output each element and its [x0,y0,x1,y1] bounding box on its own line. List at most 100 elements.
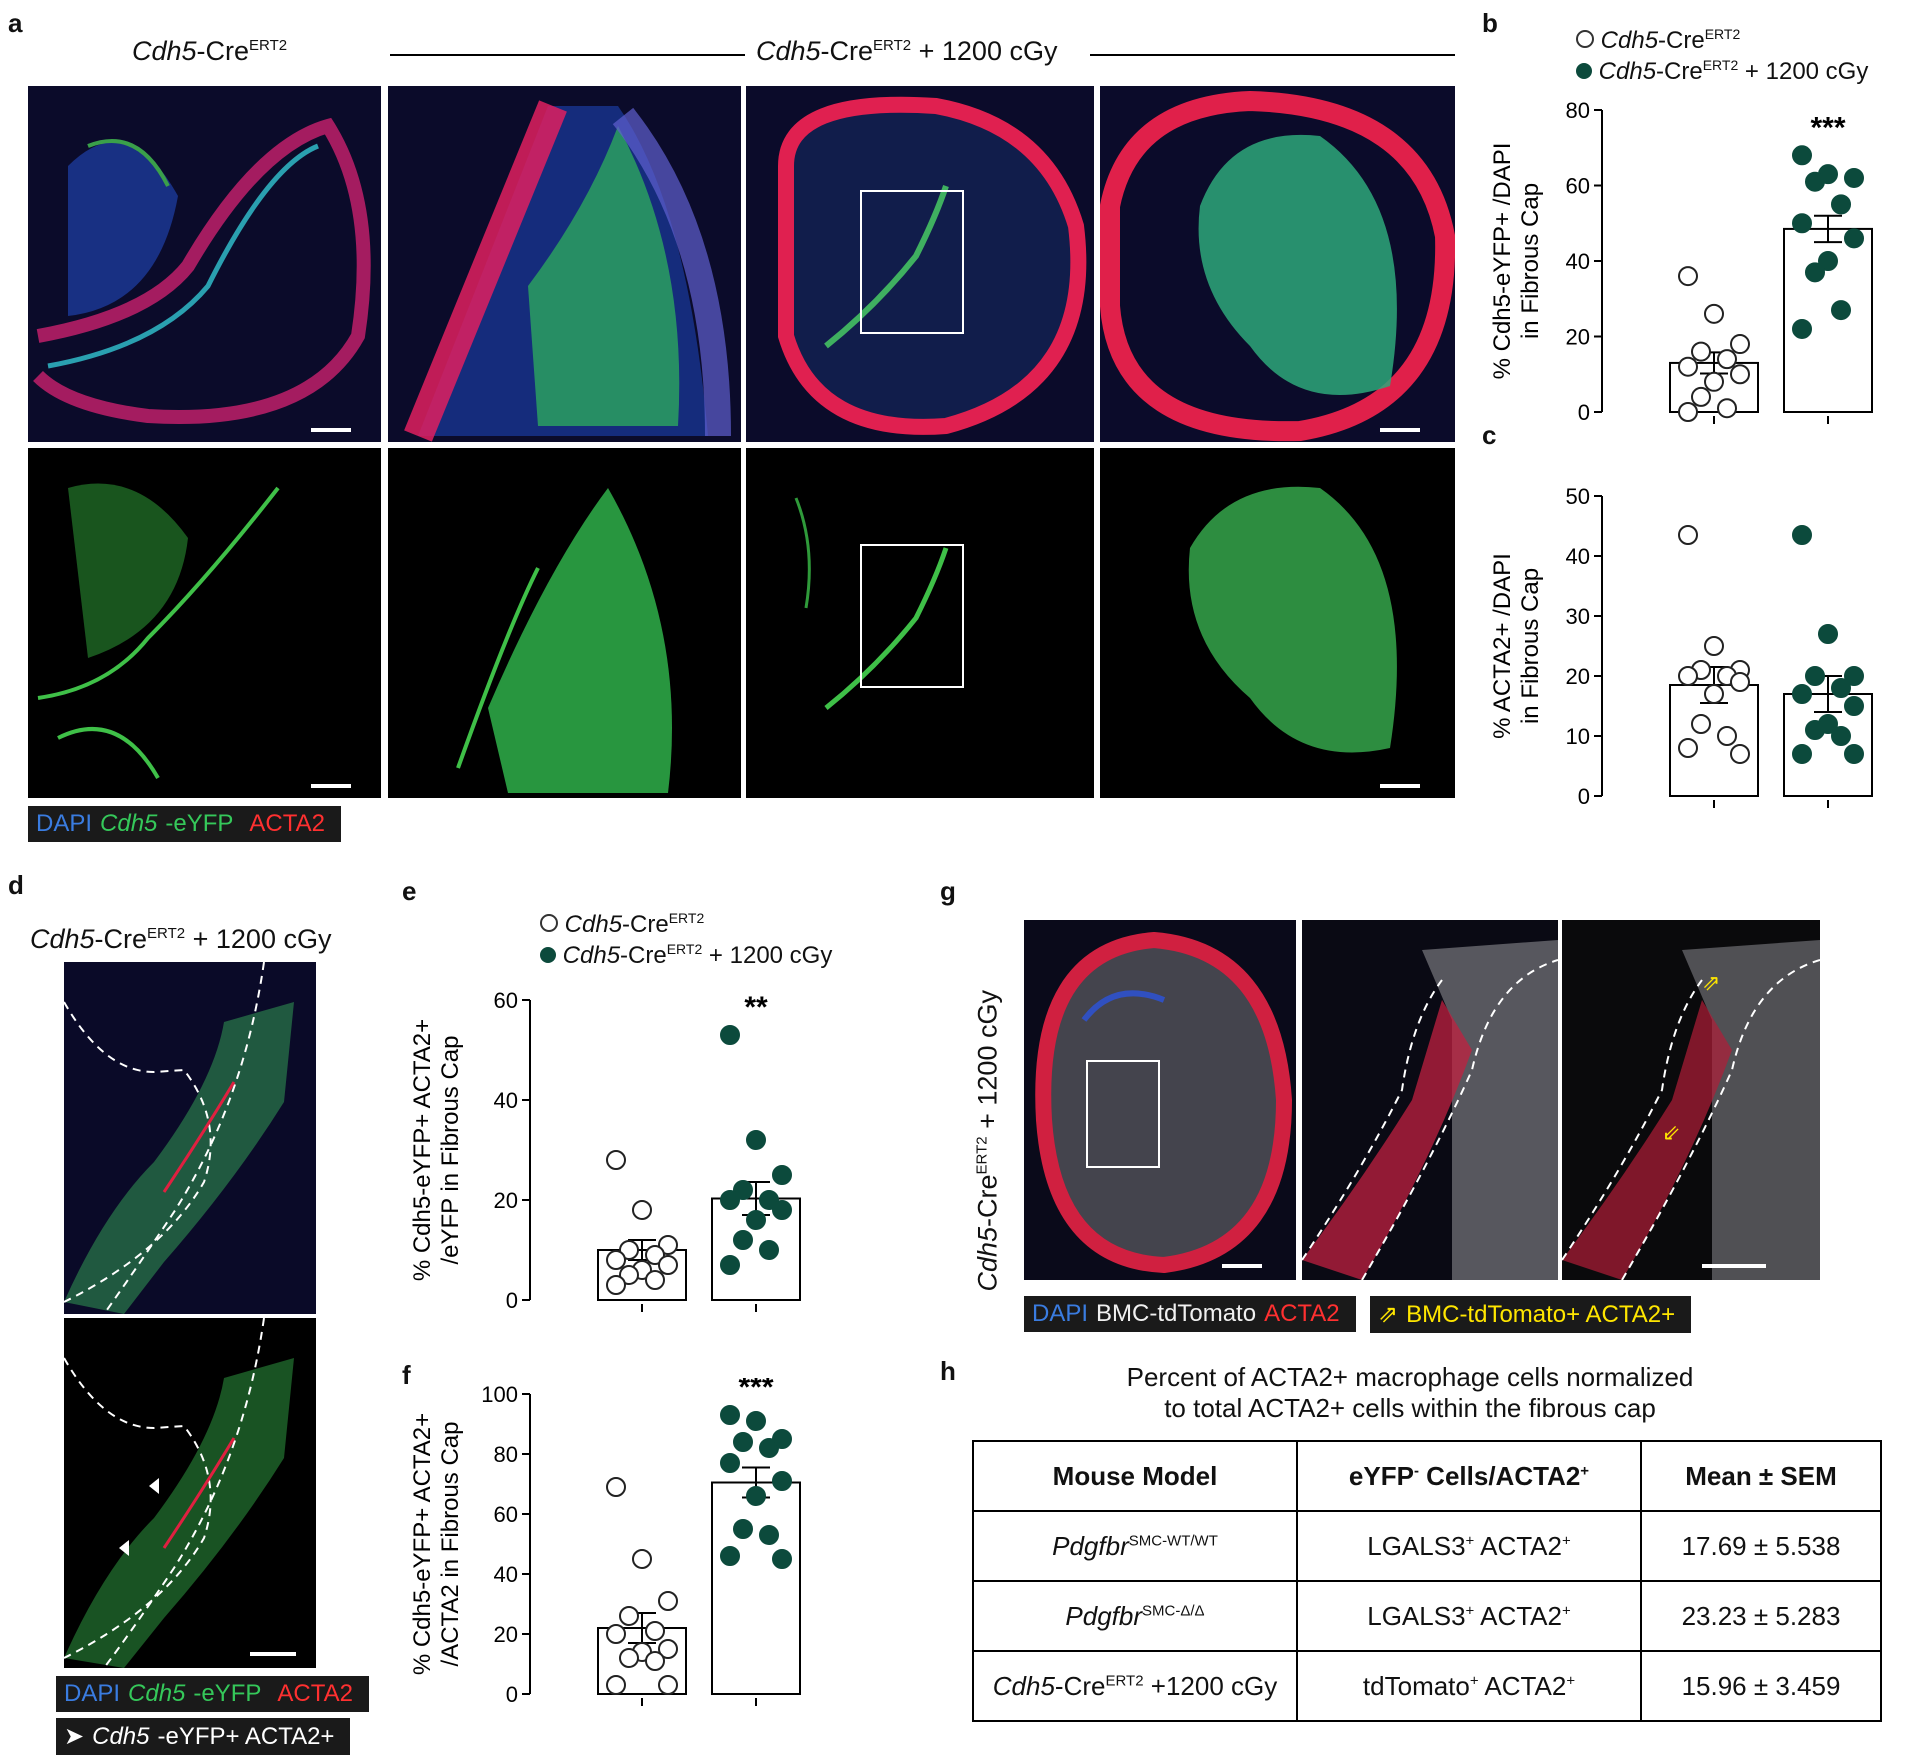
micrograph-a2-eyfp [388,448,741,798]
data-point [1678,738,1698,758]
inset-box [860,190,964,334]
data-point [720,1546,740,1566]
chart-f: 0 20 40 60 80 100 % Cdh5-eYFP+ ACTA2+/ACTA2 in… [409,1378,801,1707]
data-point [1717,726,1737,746]
significance-label: *** [738,1378,773,1404]
y-tick-label: 60 [494,1502,518,1527]
scale-bar [311,428,351,432]
panel-h-title: Percent of ACTA2+ macrophage cells norma… [1126,1362,1694,1423]
data-point [1831,194,1851,215]
y-axis-label: in Fibrous Cap [1517,183,1544,339]
data-point [746,1411,766,1431]
data-point [1678,666,1698,686]
data-point [645,1651,665,1671]
data-point [658,1675,678,1695]
cell-cells: tdTomato+ ACTA2+ [1296,1650,1642,1722]
data-point [720,1255,740,1275]
y-tick-label: 40 [494,1088,518,1113]
y-tick-label: 20 [1566,664,1590,689]
micrograph-a1-merged [28,86,381,442]
micrograph-g-overview [1024,920,1296,1280]
y-tick-label: 20 [494,1188,518,1213]
panel-g-legend: DAPI BMC-tdTomato ACTA2 [1024,1296,1356,1332]
panel-g-label: g [940,876,956,906]
panel-a-label: a [8,8,23,38]
y-tick-label: 100 [481,1382,518,1407]
data-point [1805,720,1825,740]
data-point [1678,402,1698,422]
micrograph-a3-eyfp [746,448,1094,798]
data-point [772,1165,792,1185]
data-point [759,1525,779,1545]
data-point [1730,364,1750,385]
micrograph-g-inset-arrows: ⇗ ⇙ [1562,920,1820,1280]
data-point [733,1180,753,1200]
scale-bar [311,784,351,788]
data-point [606,1250,626,1270]
y-tick-label: 20 [1566,325,1590,350]
y-tick-label: 40 [1566,249,1590,274]
data-point [1805,262,1825,283]
panel-g-ylabel: Cdh5-CreERT2 + 1200 cGy [972,990,1003,1292]
panel-g-legend-arrow: ⇗ BMC-tdTomato+ ACTA2+ [1370,1296,1692,1333]
panel-a-legend: DAPI Cdh5 -eYFP ACTA2 [28,806,341,842]
y-tick-label: 80 [1566,98,1590,123]
micrograph-a1-eyfp [28,448,381,798]
data-point [658,1235,678,1255]
inset-box [1086,1060,1160,1168]
micrograph-a3-merged [746,86,1094,442]
data-point [746,1486,766,1506]
data-point [1844,696,1864,716]
chart-b: 0 20 40 60 80 % Cdh5-eYFP+ /DAPI in Fibrous Ca… [1489,98,1873,425]
data-point [606,1275,626,1295]
table-header-row: Mouse Model eYFP- Cells/ACTA2+ Mean ± SE… [972,1440,1882,1512]
panel-b-label: b [1482,8,1498,38]
panel-c-label: c [1482,420,1497,450]
data-point [1792,145,1812,166]
data-point [733,1230,753,1250]
data-point [658,1591,678,1611]
y-tick-label: 0 [506,1288,518,1313]
chart-e: 0 20 40 60 % Cdh5-eYFP+ ACTA2+/eYFP in Fibro… [409,988,801,1313]
data-point [619,1606,639,1626]
col-header-mean: Mean ± SEM [1640,1440,1882,1512]
data-point [606,1675,626,1695]
header-line-left [390,54,745,56]
scale-bar [1380,784,1420,788]
data-point [1678,266,1698,287]
legend-irradiated: Cdh5-CreERT2 + 1200 cGy [1576,57,1868,86]
y-tick-label: 40 [1566,544,1590,569]
data-point [1704,303,1724,324]
significance-label: *** [1810,111,1845,144]
y-tick-label: 60 [1566,174,1590,199]
y-tick-label: 60 [494,988,518,1013]
panel-f-label: f [402,1360,411,1390]
data-point [606,1477,626,1497]
panel-a-header-left: Cdh5-CreERT2 [132,36,288,66]
data-point [606,1624,626,1644]
y-tick-label: 50 [1566,484,1590,509]
data-point [1792,744,1812,764]
scale-bar [1380,428,1420,432]
data-point [1844,744,1864,764]
y-axis-label: in Fibrous Cap [1517,568,1544,724]
y-axis-label: /eYFP in Fibrous Cap [437,1036,464,1265]
arrow-marker: ⇙ [1662,1120,1680,1145]
data-point [1691,714,1711,734]
col-header-cells: eYFP- Cells/ACTA2+ [1296,1440,1642,1512]
data-point [720,1453,740,1473]
data-point [772,1549,792,1569]
legend-b: Cdh5-CreERT2 Cdh5-CreERT2 + 1200 cGy [1576,26,1868,86]
data-point [733,1519,753,1539]
data-point [1831,678,1851,698]
chart-c: 0 10 20 30 40 50 % ACTA2+ /DAPI in Fibrous Cap [1489,484,1873,809]
y-tick-label: 0 [506,1682,518,1707]
micrograph-d-bottom [64,1318,316,1668]
y-axis-label: /ACTA2 in Fibrous Cap [437,1422,464,1667]
data-point [619,1240,639,1260]
data-point [619,1265,639,1285]
micrograph-d-top [64,962,316,1314]
table-row: Cdh5-CreERT2 +1200 cGy tdTomato+ ACTA2+ … [972,1650,1882,1722]
bar [711,1481,801,1695]
cell-mean: 23.23 ± 5.283 [1640,1580,1882,1652]
